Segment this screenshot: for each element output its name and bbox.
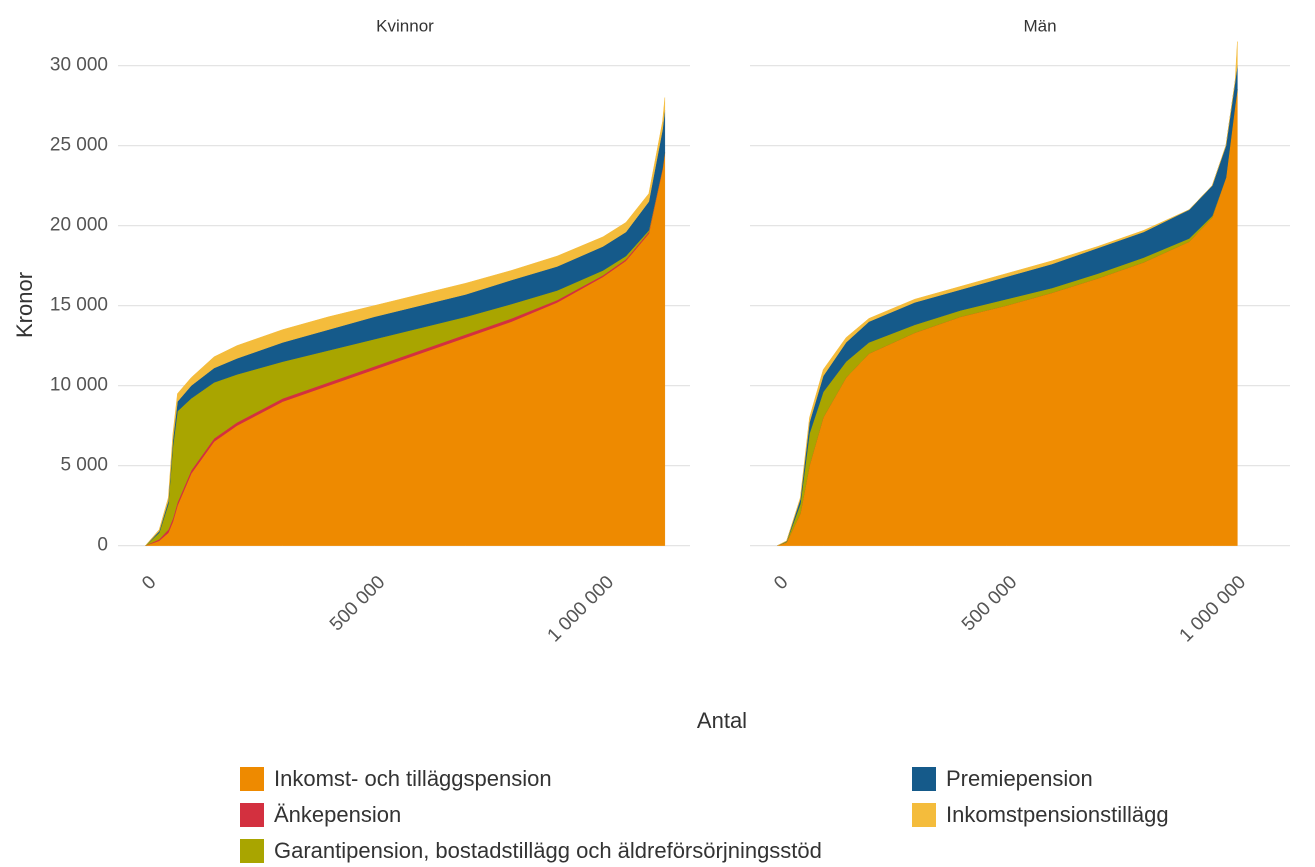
y-tick-label: 15 000 (50, 295, 108, 316)
x-tick-label: 0 (138, 572, 160, 594)
y-tick-label: 10 000 (50, 375, 108, 396)
legend-swatch (240, 839, 264, 863)
legend-swatch (912, 803, 936, 827)
legend-label: Garantipension, bostadstillägg och äldre… (274, 838, 822, 863)
y-axis-label: Kronor (12, 272, 37, 338)
area (777, 89, 1238, 546)
legend-swatch (912, 767, 936, 791)
legend-label: Inkomstpensionstillägg (946, 802, 1169, 827)
area (777, 41, 1238, 546)
x-tick-label: 1 000 000 (1176, 572, 1251, 647)
x-axis-label: Antal (697, 708, 747, 733)
facet-title: Kvinnor (376, 16, 434, 35)
legend-label: Inkomst- och tilläggspension (274, 766, 552, 791)
legend-label: Änkepension (274, 802, 401, 827)
x-tick-label: 500 000 (326, 572, 389, 635)
x-tick-label: 1 000 000 (544, 572, 619, 647)
y-tick-label: 30 000 (50, 55, 108, 76)
legend-swatch (240, 803, 264, 827)
y-tick-label: 20 000 (50, 215, 108, 236)
legend-label: Premiepension (946, 766, 1093, 791)
legend-swatch (240, 767, 264, 791)
y-tick-label: 5 000 (60, 455, 108, 476)
y-tick-label: 0 (97, 535, 108, 556)
area (145, 97, 666, 546)
x-tick-label: 500 000 (958, 572, 1021, 635)
x-tick-label: 0 (770, 572, 792, 594)
facet-title: Män (1023, 16, 1056, 35)
y-tick-label: 25 000 (50, 135, 108, 156)
